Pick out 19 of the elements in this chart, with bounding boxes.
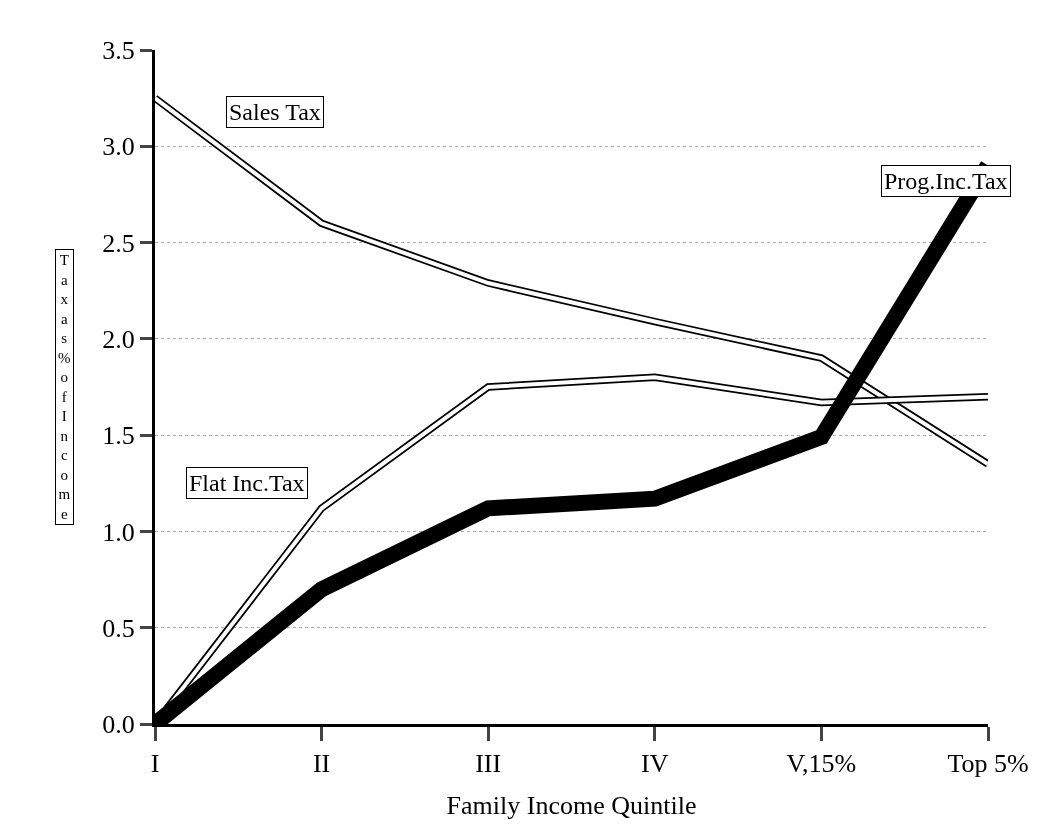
- y-tick-label: 1.0: [102, 517, 135, 547]
- series-label: Prog.Inc.Tax: [884, 168, 1008, 194]
- y-tick-label: 2.0: [102, 324, 135, 354]
- y-tick-label: 0.0: [102, 710, 135, 740]
- x-tick-label: II: [312, 749, 331, 779]
- y-tick-label: 3.0: [102, 132, 135, 162]
- x-tick-label: Top 5%: [947, 749, 1029, 779]
- x-tick-label: V,15%: [786, 749, 857, 779]
- text: Tax as % of Income: [58, 252, 71, 522]
- x-tick-label: III: [475, 749, 502, 779]
- series-label: Flat Inc.Tax: [189, 470, 305, 496]
- y-tick-label: 0.5: [102, 613, 135, 643]
- y-tick-label: 2.5: [102, 228, 135, 258]
- x-axis-title: Family Income Quintile: [446, 791, 697, 820]
- x-tick-label: IV: [641, 749, 669, 779]
- y-tick-label: 1.5: [102, 421, 135, 451]
- x-tick-label: I: [150, 749, 160, 779]
- series-label: Sales Tax: [229, 99, 321, 125]
- y-tick-label: 3.5: [102, 36, 135, 66]
